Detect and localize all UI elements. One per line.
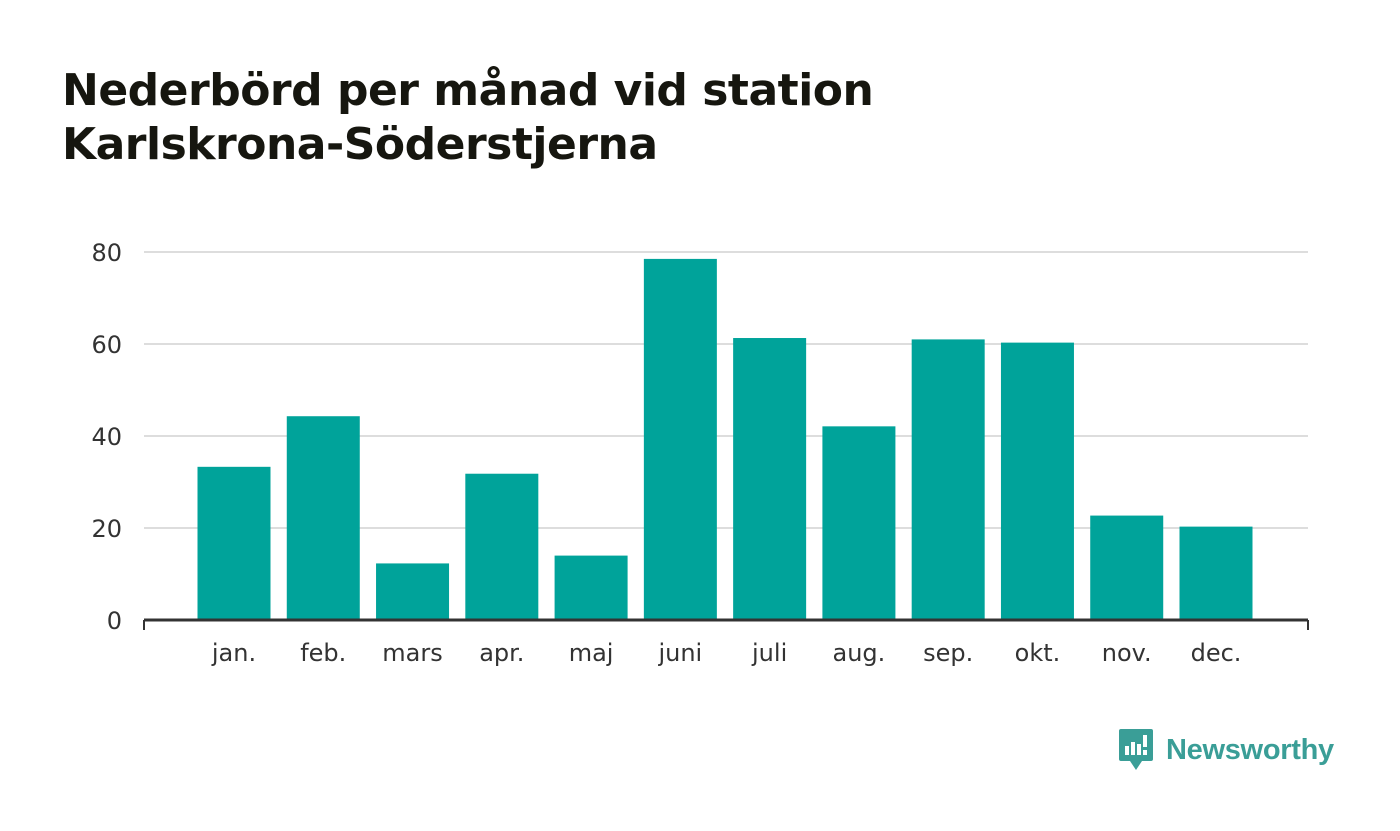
bar — [286, 416, 360, 620]
bar — [733, 338, 807, 620]
x-tick-label: sep. — [923, 639, 973, 667]
x-tick-label: apr. — [479, 639, 524, 667]
bar — [554, 555, 628, 620]
x-tick-label: feb. — [300, 639, 346, 667]
bar — [1090, 515, 1164, 620]
y-axis-labels: 0 20 40 60 80 — [91, 239, 122, 635]
bars — [197, 258, 1253, 620]
x-axis — [143, 618, 1309, 630]
bar-chart: 0 20 40 60 80 jan. feb. mars apr. maj juni juli aug… — [91, 239, 1309, 667]
x-tick-label: nov. — [1102, 639, 1152, 667]
bar — [822, 426, 896, 620]
bar — [1179, 526, 1253, 620]
x-axis-labels: jan. feb. mars apr. maj juni juli aug. sep. okt. n… — [211, 639, 1242, 667]
y-tick-label: 40 — [91, 423, 122, 451]
x-tick-label: mars — [382, 639, 442, 667]
newsworthy-logo-icon — [1119, 729, 1153, 770]
bar — [911, 339, 985, 620]
x-tick-label: juni — [657, 639, 702, 667]
y-tick-label: 0 — [107, 607, 122, 635]
x-tick-label: okt. — [1015, 639, 1061, 667]
chart-title-line-1: Nederbörd per månad vid station — [62, 65, 874, 116]
bar — [465, 473, 539, 620]
x-tick-label: aug. — [833, 639, 886, 667]
x-tick-label: dec. — [1191, 639, 1242, 667]
chart-title: Nederbörd per månad vid station Karlskro… — [62, 64, 1162, 172]
bar — [1000, 342, 1074, 620]
y-tick-label: 20 — [91, 515, 122, 543]
brand-logo: Newsworthy — [1118, 726, 1334, 774]
y-tick-label: 80 — [91, 239, 122, 267]
bar — [376, 563, 450, 620]
x-tick-label: maj — [569, 639, 614, 667]
x-tick-label: juli — [751, 639, 787, 667]
chart-title-line-2: Karlskrona-Söderstjerna — [62, 119, 658, 170]
bar — [197, 466, 271, 620]
x-tick-label: jan. — [211, 639, 256, 667]
bar — [643, 258, 717, 620]
brand-name: Newsworthy — [1166, 733, 1334, 766]
y-tick-label: 60 — [91, 331, 122, 359]
